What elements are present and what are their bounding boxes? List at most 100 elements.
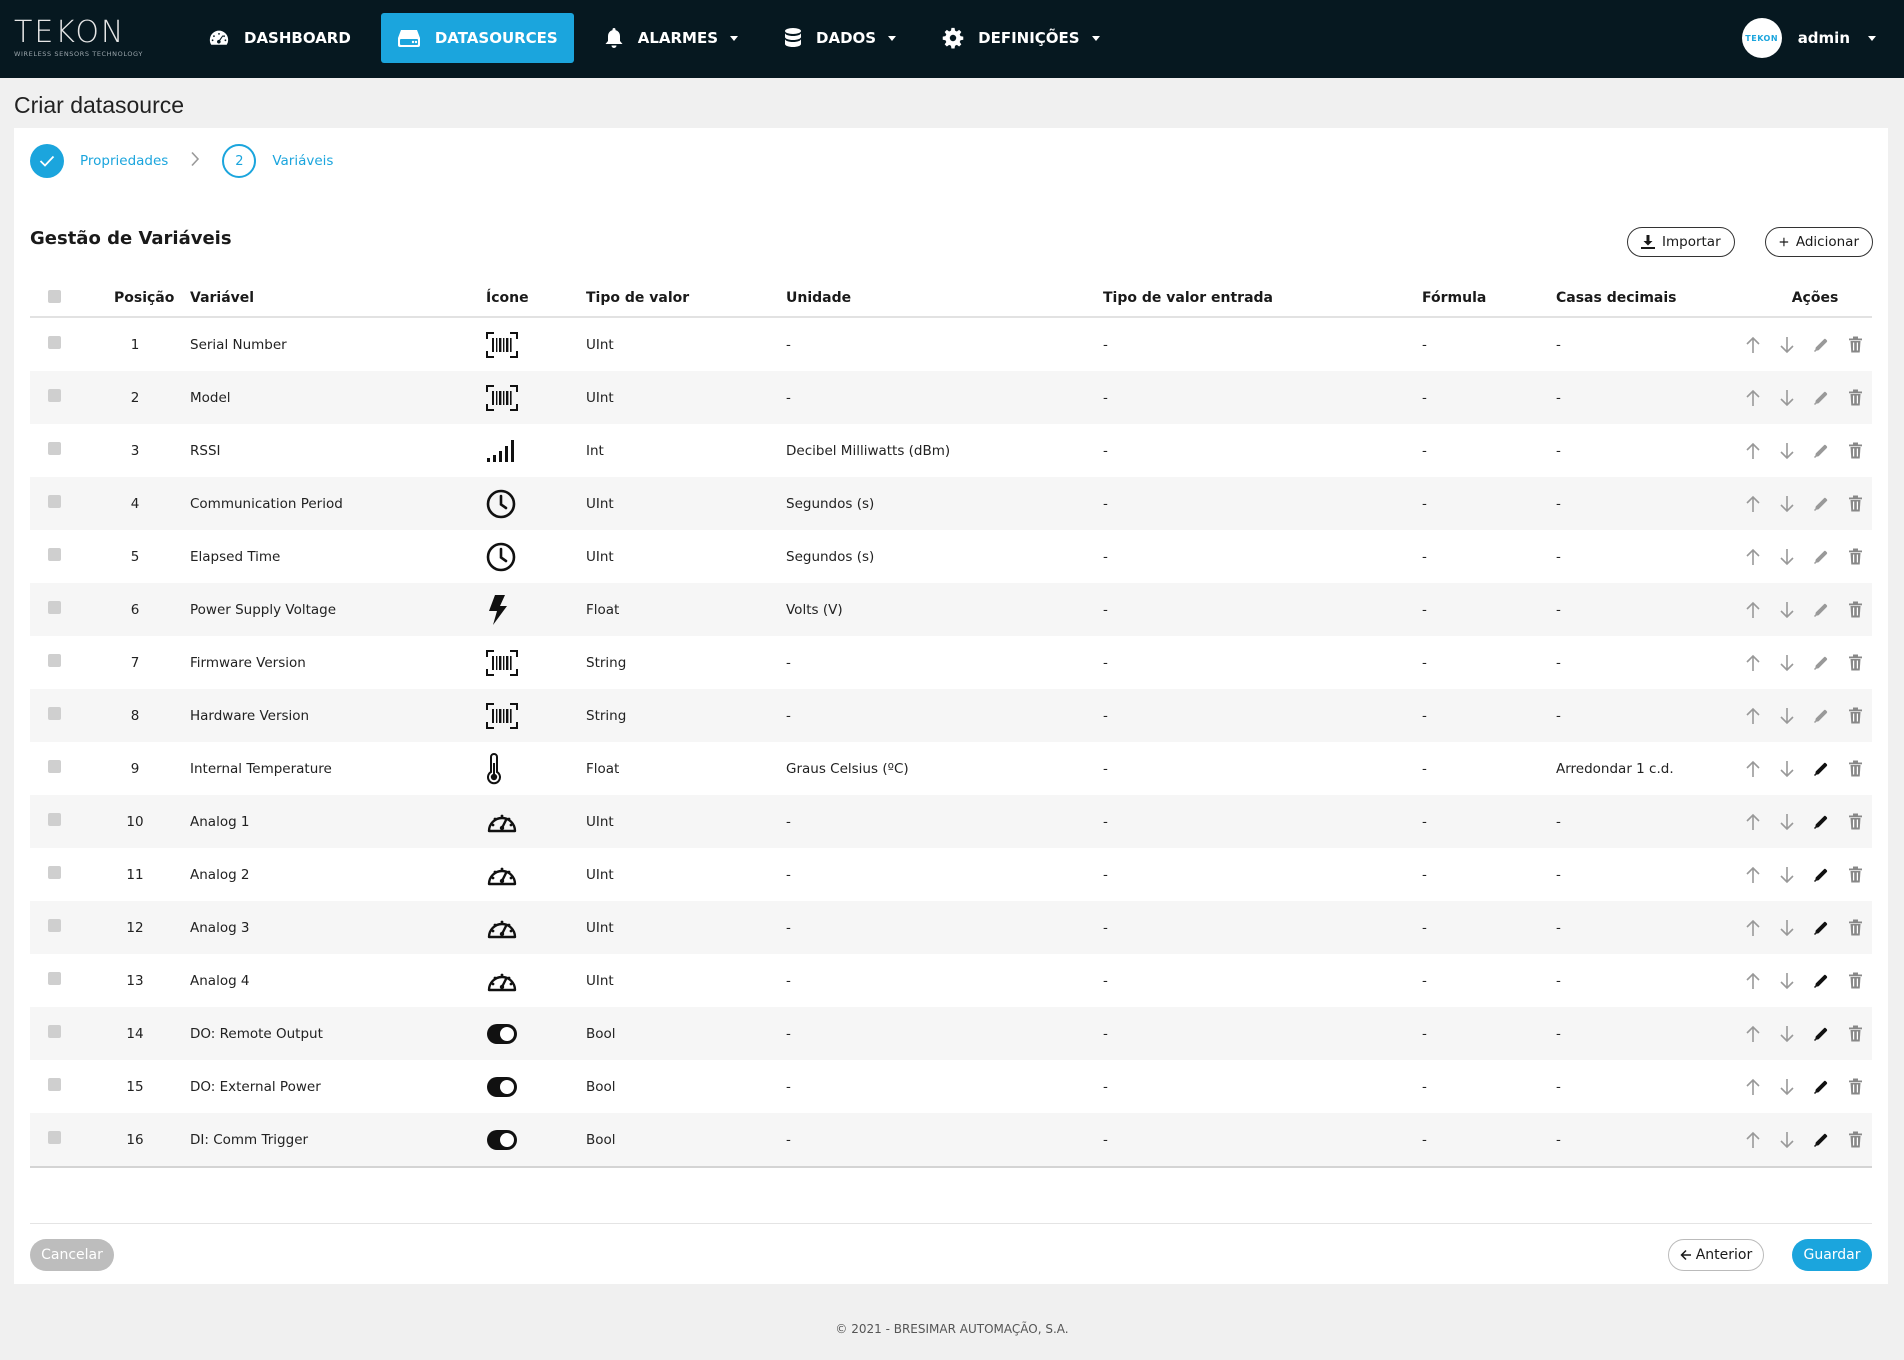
arrow-down-icon[interactable] [1770,1131,1804,1149]
row-checkbox[interactable] [48,1078,61,1091]
arrow-down-icon[interactable] [1770,866,1804,884]
trash-icon[interactable] [1838,919,1872,936]
trash-icon[interactable] [1838,1078,1872,1095]
arrow-up-icon[interactable] [1736,760,1770,778]
nav-dashboard[interactable]: DASHBOARD [192,13,367,63]
arrow-up-icon[interactable] [1736,654,1770,672]
pencil-icon[interactable] [1804,337,1838,353]
nav-datasources[interactable]: DATASOURCES [380,13,574,63]
trash-icon[interactable] [1838,1131,1872,1148]
row-checkbox[interactable] [48,813,61,826]
header-tipo-entrada[interactable]: Tipo de valor entrada [1103,290,1273,306]
pencil-icon[interactable] [1804,761,1838,777]
trash-icon[interactable] [1838,654,1872,671]
arrow-down-icon[interactable] [1770,389,1804,407]
arrow-up-icon[interactable] [1736,495,1770,513]
arrow-down-icon[interactable] [1770,548,1804,566]
header-formula[interactable]: Fórmula [1422,290,1487,306]
pencil-icon[interactable] [1804,814,1838,830]
row-checkbox[interactable] [48,389,61,402]
arrow-down-icon[interactable] [1770,1078,1804,1096]
select-all-checkbox[interactable] [48,289,61,303]
arrow-up-icon[interactable] [1736,601,1770,619]
pencil-icon[interactable] [1804,1026,1838,1042]
step-2-indicator[interactable]: 2 [222,144,257,178]
trash-icon[interactable] [1838,601,1872,618]
arrow-down-icon[interactable] [1770,442,1804,460]
row-checkbox[interactable] [48,972,61,985]
arrow-up-icon[interactable] [1736,442,1770,460]
step-1-label[interactable]: Propriedades [80,153,169,169]
arrow-down-icon[interactable] [1770,760,1804,778]
trash-icon[interactable] [1838,548,1872,565]
pencil-icon[interactable] [1804,1132,1838,1148]
arrow-up-icon[interactable] [1736,866,1770,884]
trash-icon[interactable] [1838,972,1872,989]
row-checkbox[interactable] [48,601,61,614]
row-checkbox[interactable] [48,442,61,455]
arrow-up-icon[interactable] [1736,1025,1770,1043]
pencil-icon[interactable] [1804,708,1838,724]
row-checkbox[interactable] [48,707,61,720]
row-checkbox[interactable] [48,1131,61,1144]
pencil-icon[interactable] [1804,390,1838,406]
trash-icon[interactable] [1838,442,1872,459]
pencil-icon[interactable] [1804,920,1838,936]
step-2-label[interactable]: Variáveis [272,153,334,169]
trash-icon[interactable] [1838,866,1872,883]
pencil-icon[interactable] [1804,1079,1838,1095]
tekon-logo[interactable]: TEKON WIRELESS SENSORS TECHNOLOGY [14,18,146,59]
header-unidade[interactable]: Unidade [786,290,852,306]
arrow-up-icon[interactable] [1736,972,1770,990]
import-button[interactable]: Importar [1627,227,1735,257]
row-checkbox[interactable] [48,1025,61,1038]
row-checkbox[interactable] [48,654,61,667]
header-posicao[interactable]: Posição [114,290,175,306]
trash-icon[interactable] [1838,336,1872,353]
arrow-up-icon[interactable] [1736,389,1770,407]
trash-icon[interactable] [1838,1025,1872,1042]
row-checkbox[interactable] [48,866,61,879]
arrow-down-icon[interactable] [1770,972,1804,990]
cancel-button[interactable]: Cancelar [30,1239,114,1271]
pencil-icon[interactable] [1804,867,1838,883]
arrow-up-icon[interactable] [1736,548,1770,566]
nav-dados[interactable]: DADOS [768,13,912,63]
arrow-down-icon[interactable] [1770,336,1804,354]
arrow-down-icon[interactable] [1770,707,1804,725]
save-button[interactable]: Guardar [1792,1239,1872,1271]
arrow-up-icon[interactable] [1736,707,1770,725]
step-1-indicator[interactable] [30,144,64,178]
trash-icon[interactable] [1838,495,1872,512]
arrow-up-icon[interactable] [1736,336,1770,354]
row-checkbox[interactable] [48,760,61,773]
row-checkbox[interactable] [48,919,61,932]
nav-definicoes[interactable]: DEFINIÇÕES [926,13,1115,63]
trash-icon[interactable] [1838,813,1872,830]
trash-icon[interactable] [1838,389,1872,406]
nav-alarmes[interactable]: ALARMES [588,13,754,63]
pencil-icon[interactable] [1804,973,1838,989]
header-variavel[interactable]: Variável [190,290,255,306]
previous-button[interactable]: Anterior [1668,1239,1764,1271]
pencil-icon[interactable] [1804,549,1838,565]
row-checkbox[interactable] [48,495,61,508]
add-button[interactable]: Adicionar [1765,227,1873,257]
arrow-up-icon[interactable] [1736,813,1770,831]
pencil-icon[interactable] [1804,496,1838,512]
arrow-up-icon[interactable] [1736,1078,1770,1096]
row-checkbox[interactable] [48,336,61,349]
trash-icon[interactable] [1838,760,1872,777]
arrow-down-icon[interactable] [1770,813,1804,831]
arrow-down-icon[interactable] [1770,654,1804,672]
arrow-down-icon[interactable] [1770,601,1804,619]
arrow-down-icon[interactable] [1770,495,1804,513]
pencil-icon[interactable] [1804,655,1838,671]
row-checkbox[interactable] [48,548,61,561]
header-casas[interactable]: Casas decimais [1556,290,1677,306]
user-menu[interactable]: TEKON admin [1741,18,1876,58]
header-tipo[interactable]: Tipo de valor [586,290,690,306]
arrow-up-icon[interactable] [1736,1131,1770,1149]
arrow-down-icon[interactable] [1770,1025,1804,1043]
pencil-icon[interactable] [1804,602,1838,618]
